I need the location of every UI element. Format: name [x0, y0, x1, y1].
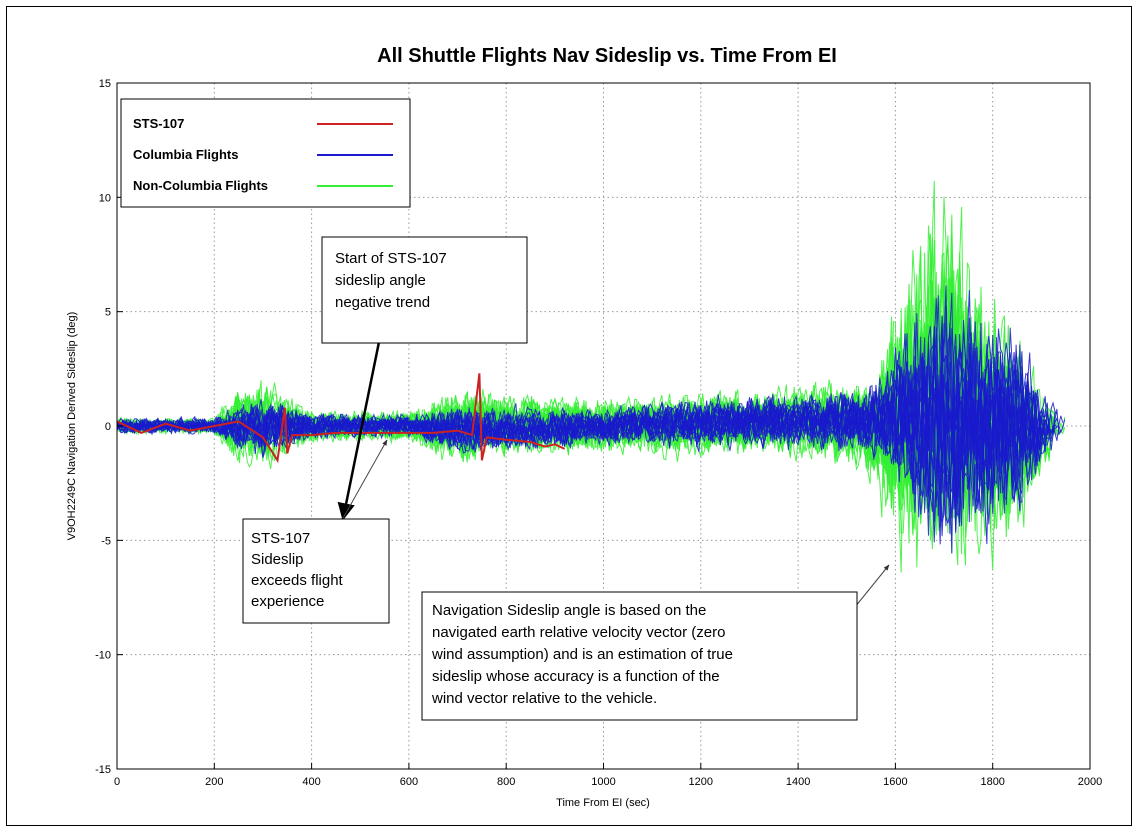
chart-title: All Shuttle Flights Nav Sideslip vs. Tim…	[377, 45, 837, 67]
annotation-nav-note-line: wind vector relative to the vehicle.	[431, 690, 657, 707]
annotation-nav-note: Navigation Sideslip angle is based on th…	[421, 591, 858, 721]
flight-trace	[117, 358, 1057, 504]
annotation-trend-line: negative trend	[335, 294, 430, 311]
annotation-nav-note-box	[421, 591, 858, 721]
annotation-nav-note-line: wind assumption) and is an estimation of…	[431, 646, 733, 663]
x-tick-label: 1200	[689, 776, 713, 788]
x-tick-label: 2000	[1078, 776, 1102, 788]
annotation-exceeds-box	[242, 518, 390, 624]
plot-area	[117, 180, 1066, 573]
annotation-exceeds-line: experience	[251, 593, 324, 610]
annotation-exceeds: STS-107 Sideslip exceeds flight experien…	[242, 518, 390, 624]
y-tick-label: 0	[105, 421, 111, 433]
x-axis-ticks: 0 200 400 600 800 1000 1200 1400 1600 1800 2000	[114, 763, 1102, 788]
x-tick-label: 0	[114, 776, 120, 788]
y-tick-label: -10	[95, 650, 111, 662]
annotation-nav-note-line: navigated earth relative velocity vector…	[432, 624, 725, 641]
x-tick-label: 1600	[883, 776, 907, 788]
annotation-exceeds-line: exceeds flight	[251, 572, 344, 589]
y-axis-ticks: -15 -10 -5 0 5 10 15	[95, 78, 123, 776]
x-tick-label: 800	[497, 776, 515, 788]
figure-frame: All Shuttle Flights Nav Sideslip vs. Tim…	[6, 6, 1132, 826]
y-tick-label: -5	[101, 535, 111, 547]
annotation-nav-note-line: Navigation Sideslip angle is based on th…	[432, 602, 706, 619]
legend-label-columbia: Columbia Flights	[133, 147, 238, 162]
x-tick-label: 200	[205, 776, 223, 788]
legend: STS-107 Columbia Flights Non-Columbia Fl…	[120, 98, 411, 208]
annotation-trend-line: Start of STS-107	[335, 250, 447, 267]
annotation-nav-note-line: sideslip whose accuracy is a function of…	[432, 668, 720, 685]
x-tick-label: 1400	[786, 776, 810, 788]
x-tick-label: 1800	[980, 776, 1004, 788]
x-tick-label: 400	[302, 776, 320, 788]
annotation-exceeds-line: STS-107	[251, 530, 310, 547]
annotation-trend-box	[321, 236, 528, 344]
annotation-trend: Start of STS-107 sideslip angle negative…	[321, 236, 528, 344]
flight-trace	[117, 295, 1062, 535]
x-axis-label: Time From EI (sec)	[556, 797, 650, 809]
annotation-exceeds-line: Sideslip	[251, 551, 304, 568]
x-tick-label: 1000	[591, 776, 615, 788]
arrow-trend	[337, 341, 381, 521]
chart-svg: All Shuttle Flights Nav Sideslip vs. Tim…	[66, 45, 1102, 809]
annotation-trend-line: sideslip angle	[335, 272, 426, 289]
legend-label-non-columbia: Non-Columbia Flights	[133, 178, 268, 193]
x-tick-label: 600	[400, 776, 418, 788]
series-columbia	[117, 285, 1066, 554]
arrow-exceeds	[336, 439, 388, 530]
legend-label-sts-107: STS-107	[133, 116, 184, 131]
arrow-nav-note	[854, 564, 890, 608]
y-axis-label: V9OH2249C Navigation Derived Sideslip (d…	[66, 312, 78, 541]
y-tick-label: 10	[99, 192, 111, 204]
y-tick-label: 5	[105, 307, 111, 319]
legend-box	[120, 98, 411, 208]
y-tick-label: 15	[99, 78, 111, 90]
y-tick-label: -15	[95, 764, 111, 776]
